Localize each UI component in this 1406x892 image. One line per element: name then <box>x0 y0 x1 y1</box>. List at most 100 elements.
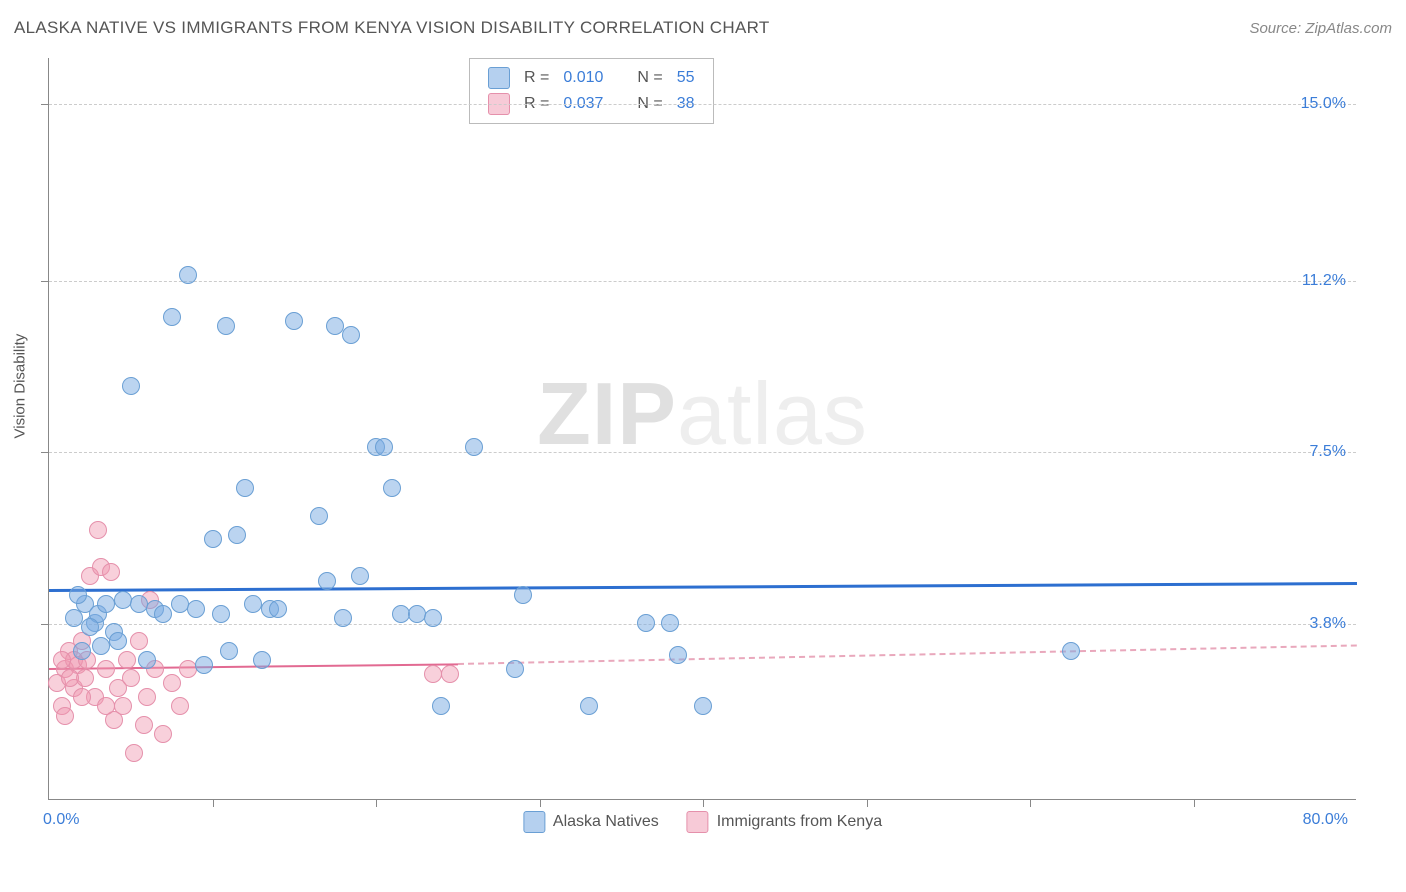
scatter-point-pink <box>179 660 197 678</box>
scatter-point-blue <box>69 586 87 604</box>
source-attribution: Source: ZipAtlas.com <box>1249 20 1392 37</box>
scatter-point-blue <box>81 618 99 636</box>
y-axis-title: Vision Disability <box>12 334 29 439</box>
scatter-point-blue <box>92 637 110 655</box>
scatter-point-pink <box>53 651 71 669</box>
scatter-point-pink <box>114 697 132 715</box>
scatter-point-blue <box>326 317 344 335</box>
trend-line-blue <box>49 582 1357 592</box>
swatch-blue-icon <box>488 67 510 89</box>
scatter-point-blue <box>228 526 246 544</box>
scatter-point-blue <box>122 377 140 395</box>
scatter-point-blue <box>408 605 426 623</box>
y-tick <box>41 624 49 625</box>
scatter-point-blue <box>351 567 369 585</box>
scatter-point-pink <box>125 744 143 762</box>
scatter-point-blue <box>220 642 238 660</box>
x-tick <box>703 799 704 807</box>
legend-item-blue: Alaska Natives <box>523 811 659 833</box>
scatter-point-blue <box>383 479 401 497</box>
y-tick-label: 15.0% <box>1301 95 1346 113</box>
legend-row-blue: R = 0.010 N = 55 <box>488 65 695 91</box>
watermark-part2: atlas <box>677 364 868 463</box>
x-tick <box>1194 799 1195 807</box>
x-tick <box>540 799 541 807</box>
scatter-point-blue <box>318 572 336 590</box>
gridline <box>49 104 1356 105</box>
scatter-point-blue <box>204 530 222 548</box>
scatter-point-blue <box>244 595 262 613</box>
n-label: N = <box>637 69 662 87</box>
trend-line-pink-dashed <box>458 645 1357 666</box>
scatter-point-blue <box>424 609 442 627</box>
scatter-point-pink <box>56 707 74 725</box>
y-tick-label: 3.8% <box>1310 615 1346 633</box>
scatter-point-blue <box>514 586 532 604</box>
scatter-point-blue <box>97 595 115 613</box>
scatter-point-blue <box>269 600 287 618</box>
scatter-point-pink <box>73 688 91 706</box>
correlation-legend: R = 0.010 N = 55 R = 0.037 N = 38 <box>469 58 714 124</box>
scatter-point-blue <box>506 660 524 678</box>
scatter-point-pink <box>118 651 136 669</box>
gridline <box>49 281 1356 282</box>
legend-label-pink: Immigrants from Kenya <box>717 813 882 831</box>
scatter-point-pink <box>61 669 79 687</box>
series-legend: Alaska Natives Immigrants from Kenya <box>523 811 882 833</box>
x-tick <box>1030 799 1031 807</box>
scatter-point-blue <box>392 605 410 623</box>
scatter-point-blue <box>138 651 156 669</box>
scatter-point-pink <box>441 665 459 683</box>
scatter-point-blue <box>375 438 393 456</box>
scatter-point-pink <box>130 632 148 650</box>
scatter-point-blue <box>669 646 687 664</box>
y-tick-label: 7.5% <box>1310 443 1346 461</box>
swatch-pink-icon <box>687 811 709 833</box>
scatter-point-blue <box>1062 642 1080 660</box>
scatter-point-pink <box>154 725 172 743</box>
x-tick <box>376 799 377 807</box>
scatter-point-blue <box>580 697 598 715</box>
chart-header: ALASKA NATIVE VS IMMIGRANTS FROM KENYA V… <box>14 18 1392 38</box>
chart-title: ALASKA NATIVE VS IMMIGRANTS FROM KENYA V… <box>14 18 770 38</box>
y-tick <box>41 281 49 282</box>
scatter-point-blue <box>109 632 127 650</box>
gridline <box>49 452 1356 453</box>
x-axis-min-label: 0.0% <box>43 811 79 829</box>
r-label: R = <box>524 69 549 87</box>
r-value-blue: 0.010 <box>563 69 603 87</box>
legend-label-blue: Alaska Natives <box>553 813 659 831</box>
scatter-point-blue <box>334 609 352 627</box>
scatter-point-blue <box>342 326 360 344</box>
scatter-point-pink <box>102 563 120 581</box>
scatter-point-pink <box>122 669 140 687</box>
scatter-point-pink <box>138 688 156 706</box>
x-axis-max-label: 80.0% <box>1303 811 1348 829</box>
scatter-point-blue <box>212 605 230 623</box>
n-value-blue: 55 <box>677 69 695 87</box>
scatter-point-pink <box>97 697 115 715</box>
watermark-part1: ZIP <box>537 364 677 463</box>
scatter-point-blue <box>163 308 181 326</box>
scatter-point-blue <box>195 656 213 674</box>
y-tick <box>41 104 49 105</box>
legend-item-pink: Immigrants from Kenya <box>687 811 882 833</box>
scatter-point-blue <box>253 651 271 669</box>
scatter-point-blue <box>661 614 679 632</box>
scatter-point-blue <box>179 266 197 284</box>
gridline <box>49 624 1356 625</box>
scatter-point-pink <box>171 697 189 715</box>
scatter-point-blue <box>637 614 655 632</box>
scatter-point-blue <box>130 595 148 613</box>
scatter-point-blue <box>236 479 254 497</box>
y-tick <box>41 452 49 453</box>
scatter-point-pink <box>163 674 181 692</box>
scatter-point-blue <box>217 317 235 335</box>
scatter-point-pink <box>424 665 442 683</box>
scatter-point-pink <box>89 521 107 539</box>
scatter-plot-area: ZIPatlas R = 0.010 N = 55 R = 0.037 N = … <box>48 58 1356 800</box>
scatter-point-blue <box>114 591 132 609</box>
scatter-point-blue <box>432 697 450 715</box>
x-tick <box>213 799 214 807</box>
scatter-point-blue <box>73 642 91 660</box>
